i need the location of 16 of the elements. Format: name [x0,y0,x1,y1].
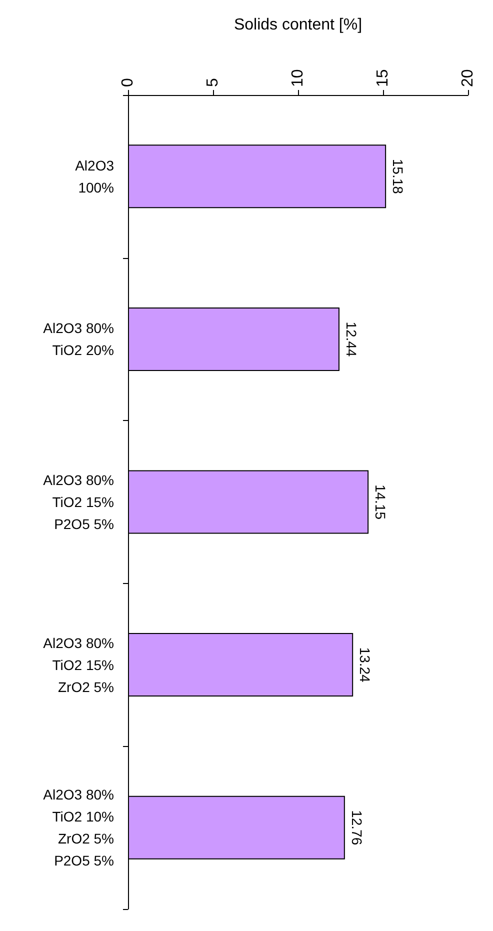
y-tick-label: Al2O3 80% TiO2 15% P2O5 5% [43,472,114,532]
data-label: 12.76 [348,810,365,846]
y-tick-label: Al2O3 100% [75,157,114,196]
x-tick-label: 0 [120,78,136,87]
y-tick-label: Al2O3 80% TiO2 10% ZrO2 5% P2O5 5% [43,786,114,869]
x-tick-label: 10 [290,69,306,87]
x-tick-label: 20 [460,69,476,87]
y-tick-label: Al2O3 80% TiO2 15% ZrO2 5% [43,634,114,695]
x-axis-title: Solids content [%] [234,16,362,34]
y-tick-label: Al2O3 80% TiO2 20% [43,320,114,358]
x-tick-label: 5 [204,78,222,87]
data-label: 13.24 [357,647,374,683]
data-label: 14.15 [372,484,389,520]
x-tick-label: 15 [374,69,392,87]
data-label: 12.44 [343,322,360,357]
data-label: 15.18 [390,158,406,194]
